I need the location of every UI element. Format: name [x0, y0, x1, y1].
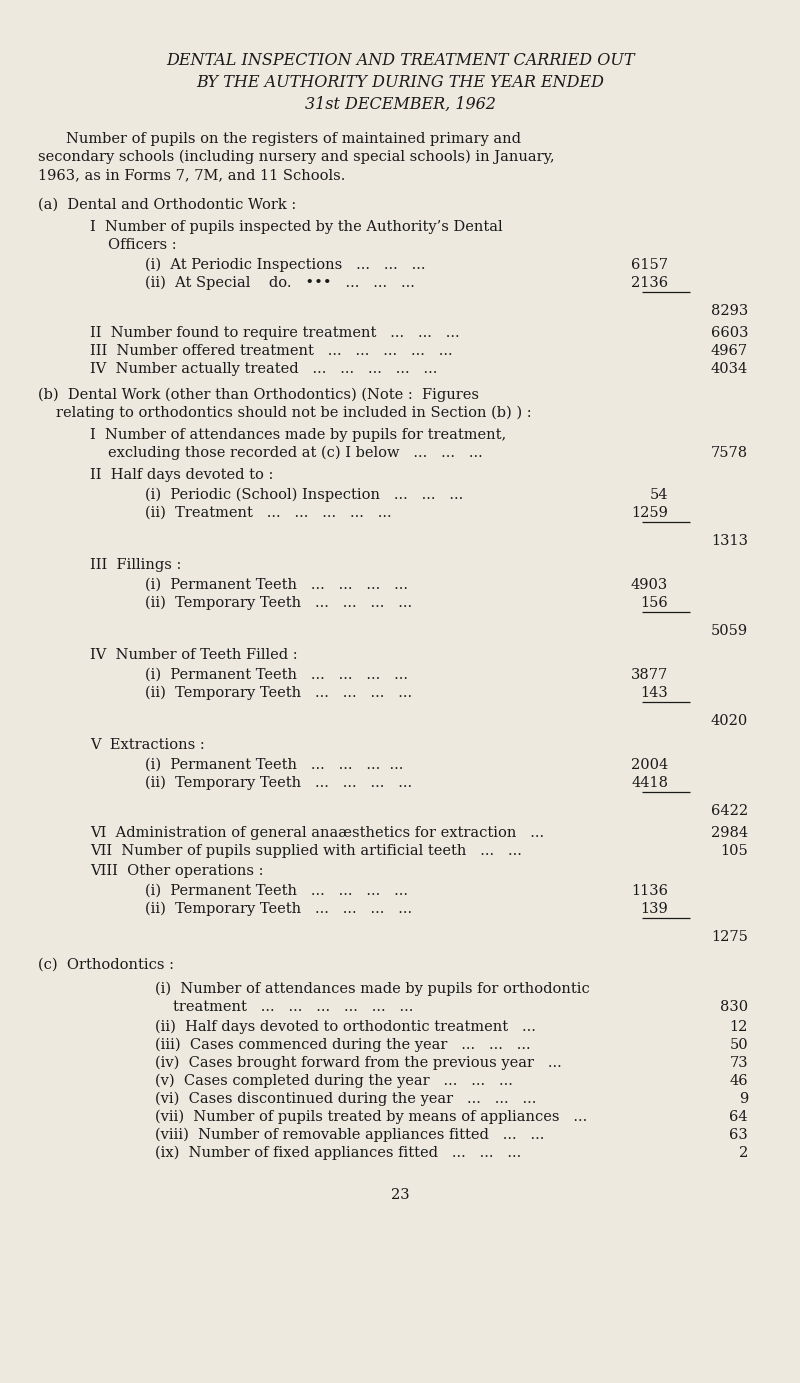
Text: VI  Administration of general anaæsthetics for extraction   ...: VI Administration of general anaæsthetic…	[90, 826, 544, 839]
Text: 50: 50	[730, 1039, 748, 1052]
Text: Number of pupils on the registers of maintained primary and: Number of pupils on the registers of mai…	[66, 131, 521, 147]
Text: 12: 12	[730, 1021, 748, 1034]
Text: 1963, as in Forms 7, 7M, and 11 Schools.: 1963, as in Forms 7, 7M, and 11 Schools.	[38, 167, 346, 183]
Text: 31st DECEMBER, 1962: 31st DECEMBER, 1962	[305, 95, 495, 113]
Text: relating to orthodontics should not be included in Section (b) ) :: relating to orthodontics should not be i…	[56, 407, 532, 420]
Text: (iv)  Cases brought forward from the previous year   ...: (iv) Cases brought forward from the prev…	[155, 1057, 562, 1070]
Text: 23: 23	[390, 1188, 410, 1202]
Text: 6422: 6422	[711, 804, 748, 817]
Text: 1313: 1313	[711, 534, 748, 548]
Text: 139: 139	[640, 902, 668, 916]
Text: 4903: 4903	[630, 578, 668, 592]
Text: (c)  Orthodontics :: (c) Orthodontics :	[38, 958, 174, 972]
Text: DENTAL INSPECTION AND TREATMENT CARRIED OUT: DENTAL INSPECTION AND TREATMENT CARRIED …	[166, 53, 634, 69]
Text: (ii)  Temporary Teeth   ...   ...   ...   ...: (ii) Temporary Teeth ... ... ... ...	[145, 776, 412, 791]
Text: 1259: 1259	[631, 506, 668, 520]
Text: (i)  At Periodic Inspections   ...   ...   ...: (i) At Periodic Inspections ... ... ...	[145, 259, 426, 272]
Text: IV  Number actually treated   ...   ...   ...   ...   ...: IV Number actually treated ... ... ... .…	[90, 362, 438, 376]
Text: 8293: 8293	[710, 304, 748, 318]
Text: VIII  Other operations :: VIII Other operations :	[90, 864, 263, 878]
Text: (i)  Periodic (School) Inspection   ...   ...   ...: (i) Periodic (School) Inspection ... ...…	[145, 488, 463, 502]
Text: (iii)  Cases commenced during the year   ...   ...   ...: (iii) Cases commenced during the year ..…	[155, 1039, 530, 1052]
Text: (ii)  Treatment   ...   ...   ...   ...   ...: (ii) Treatment ... ... ... ... ...	[145, 506, 392, 520]
Text: 156: 156	[640, 596, 668, 610]
Text: III  Number offered treatment   ...   ...   ...   ...   ...: III Number offered treatment ... ... ...…	[90, 344, 453, 358]
Text: 2004: 2004	[630, 758, 668, 772]
Text: 105: 105	[720, 844, 748, 857]
Text: (i)  Number of attendances made by pupils for orthodontic: (i) Number of attendances made by pupils…	[155, 982, 590, 996]
Text: (i)  Permanent Teeth   ...   ...   ...   ...: (i) Permanent Teeth ... ... ... ...	[145, 884, 408, 898]
Text: (b)  Dental Work (other than Orthodontics) (Note :  Figures: (b) Dental Work (other than Orthodontics…	[38, 389, 479, 402]
Text: I  Number of pupils inspected by the Authority’s Dental: I Number of pupils inspected by the Auth…	[90, 220, 502, 234]
Text: (i)  Permanent Teeth   ...   ...   ...   ...: (i) Permanent Teeth ... ... ... ...	[145, 578, 408, 592]
Text: secondary schools (including nursery and special schools) in January,: secondary schools (including nursery and…	[38, 149, 554, 165]
Text: 2136: 2136	[631, 277, 668, 290]
Text: 4034: 4034	[710, 362, 748, 376]
Text: 1275: 1275	[711, 929, 748, 945]
Text: (ii)  Temporary Teeth   ...   ...   ...   ...: (ii) Temporary Teeth ... ... ... ...	[145, 596, 412, 610]
Text: VII  Number of pupils supplied with artificial teeth   ...   ...: VII Number of pupils supplied with artif…	[90, 844, 522, 857]
Text: 5059: 5059	[711, 624, 748, 638]
Text: (ii)  Temporary Teeth   ...   ...   ...   ...: (ii) Temporary Teeth ... ... ... ...	[145, 686, 412, 700]
Text: (i)  Permanent Teeth   ...   ...   ...   ...: (i) Permanent Teeth ... ... ... ...	[145, 668, 408, 682]
Text: V  Extractions :: V Extractions :	[90, 739, 205, 752]
Text: (ix)  Number of fixed appliances fitted   ...   ...   ...: (ix) Number of fixed appliances fitted .…	[155, 1147, 522, 1160]
Text: treatment   ...   ...   ...   ...   ...   ...: treatment ... ... ... ... ... ...	[173, 1000, 414, 1014]
Text: (v)  Cases completed during the year   ...   ...   ...: (v) Cases completed during the year ... …	[155, 1075, 513, 1088]
Text: 4020: 4020	[710, 714, 748, 727]
Text: (i)  Permanent Teeth   ...   ...   ...  ...: (i) Permanent Teeth ... ... ... ...	[145, 758, 403, 772]
Text: 3877: 3877	[630, 668, 668, 682]
Text: Officers :: Officers :	[108, 238, 177, 252]
Text: 46: 46	[730, 1075, 748, 1088]
Text: III  Fillings :: III Fillings :	[90, 557, 182, 573]
Text: 4418: 4418	[631, 776, 668, 790]
Text: 830: 830	[720, 1000, 748, 1014]
Text: 4967: 4967	[711, 344, 748, 358]
Text: (vii)  Number of pupils treated by means of appliances   ...: (vii) Number of pupils treated by means …	[155, 1111, 587, 1124]
Text: IV  Number of Teeth Filled :: IV Number of Teeth Filled :	[90, 649, 298, 662]
Text: 73: 73	[730, 1057, 748, 1070]
Text: II  Number found to require treatment   ...   ...   ...: II Number found to require treatment ...…	[90, 326, 460, 340]
Text: II  Half days devoted to :: II Half days devoted to :	[90, 467, 274, 483]
Text: 143: 143	[640, 686, 668, 700]
Text: 63: 63	[730, 1129, 748, 1142]
Text: (ii)  At Special    do.   •••   ...   ...   ...: (ii) At Special do. ••• ... ... ...	[145, 277, 415, 290]
Text: 6157: 6157	[631, 259, 668, 272]
Text: (a)  Dental and Orthodontic Work :: (a) Dental and Orthodontic Work :	[38, 198, 296, 212]
Text: 64: 64	[730, 1111, 748, 1124]
Text: 6603: 6603	[710, 326, 748, 340]
Text: 2984: 2984	[711, 826, 748, 839]
Text: 9: 9	[738, 1093, 748, 1106]
Text: (viii)  Number of removable appliances fitted   ...   ...: (viii) Number of removable appliances fi…	[155, 1129, 544, 1142]
Text: (ii)  Half days devoted to orthodontic treatment   ...: (ii) Half days devoted to orthodontic tr…	[155, 1021, 536, 1034]
Text: 54: 54	[650, 488, 668, 502]
Text: BY THE AUTHORITY DURING THE YEAR ENDED: BY THE AUTHORITY DURING THE YEAR ENDED	[196, 75, 604, 91]
Text: 7578: 7578	[711, 445, 748, 461]
Text: 2: 2	[738, 1147, 748, 1160]
Text: (ii)  Temporary Teeth   ...   ...   ...   ...: (ii) Temporary Teeth ... ... ... ...	[145, 902, 412, 917]
Text: (vi)  Cases discontinued during the year   ...   ...   ...: (vi) Cases discontinued during the year …	[155, 1093, 536, 1106]
Text: I  Number of attendances made by pupils for treatment,: I Number of attendances made by pupils f…	[90, 427, 506, 443]
Text: 1136: 1136	[631, 884, 668, 898]
Text: excluding those recorded at (c) I below   ...   ...   ...: excluding those recorded at (c) I below …	[108, 445, 482, 461]
